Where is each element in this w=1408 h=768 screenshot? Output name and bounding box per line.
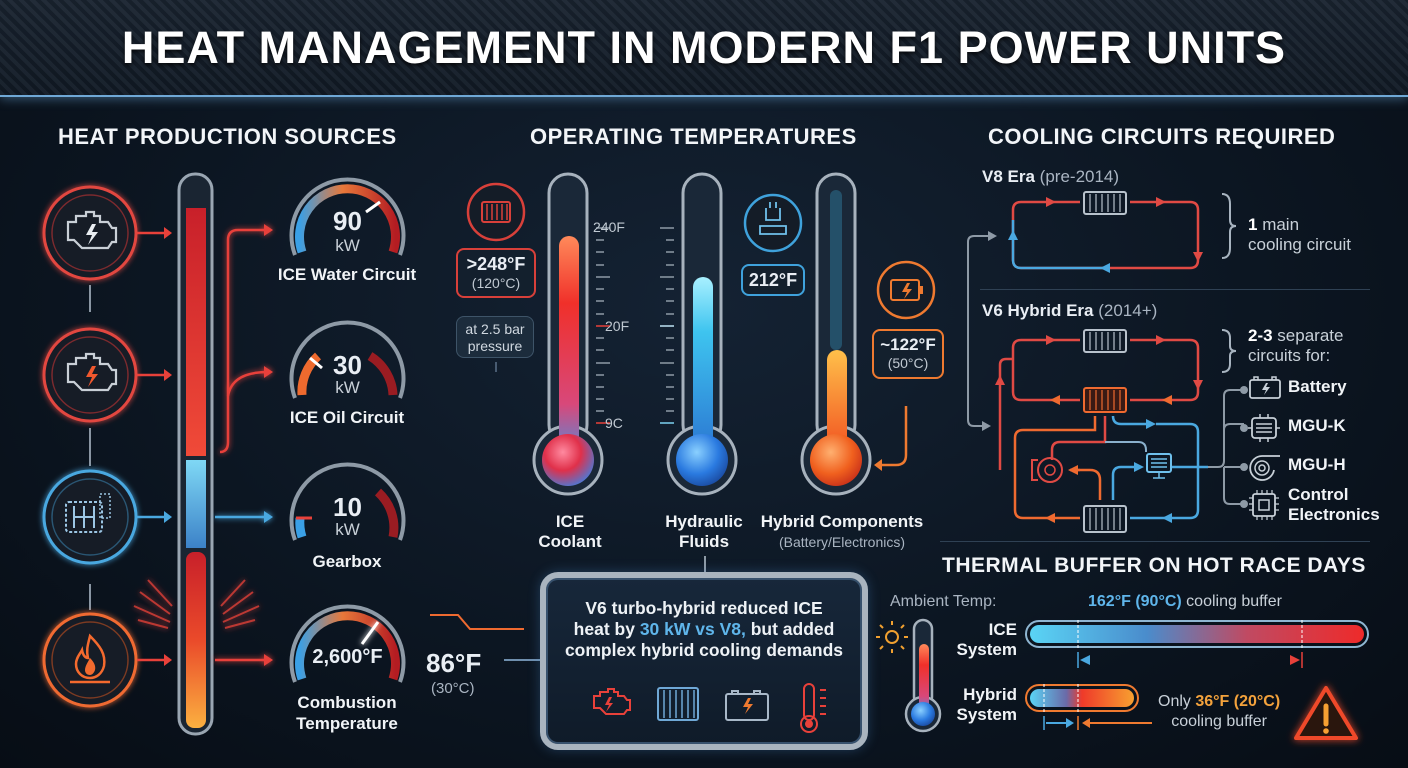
ambient-connector <box>430 614 542 661</box>
label-hydraulic: Hydraulic Fluids <box>665 512 743 551</box>
label-ice-coolant: ICE Coolant <box>538 512 602 551</box>
mgu-k-icon <box>1248 414 1280 442</box>
heat-sources-diagram <box>42 172 406 736</box>
connector-line <box>704 556 706 574</box>
section-title-cooling-circuits: COOLING CIRCUITS REQUIRED <box>988 124 1336 149</box>
cooling-circuits-diagram <box>967 191 1281 533</box>
gauge-value-ice-water: 90 <box>333 206 362 236</box>
gauge-ice-oil <box>289 320 406 399</box>
thermometer-ice-coolant <box>532 172 604 496</box>
gauge-label-gearbox: Gearbox <box>312 552 382 571</box>
ambient-temp-label: Ambient Temp: <box>890 593 997 610</box>
circuits-divider <box>980 289 1370 290</box>
gauge-label-combustion: Combustion Temperature <box>296 693 398 733</box>
engine-icon <box>42 185 138 281</box>
thermometer-hydraulic <box>666 172 738 496</box>
hybrid-buffer-label: Only 36°F (20°C) cooling buffer <box>1158 693 1281 730</box>
gauge-value-gearbox: 10 <box>333 492 362 522</box>
sun-icon <box>876 621 908 653</box>
summary-icons <box>593 683 826 733</box>
callout-pressure-note: at 2.5 bar pressure <box>456 316 534 358</box>
gauge-unit: kW <box>335 378 360 397</box>
engine-icon <box>42 327 138 423</box>
summary-infobox: V6 turbo-hybrid reduced ICE heat by 30 k… <box>540 572 868 750</box>
thermal-buffer-diagram <box>876 618 1369 740</box>
warning-icon <box>1294 686 1358 740</box>
radiator-icon <box>1083 329 1127 353</box>
ice-buffer-label: 162°F (90°C) cooling buffer <box>1088 593 1282 610</box>
battery-icon <box>725 690 769 721</box>
scale-label-mid: 20F <box>605 318 630 334</box>
battery-icon <box>876 260 936 320</box>
hybrid-system-label: Hybrid System <box>956 685 1017 724</box>
mgu-h-icon <box>1249 455 1280 481</box>
page-title: HEAT MANAGEMENT IN MODERN F1 POWER UNITS <box>121 22 1287 73</box>
turbo-icon <box>1031 457 1063 483</box>
ice-system-label: ICE System <box>956 620 1017 659</box>
v6-circuit-count: 2-3 separate circuits for: <box>1248 326 1344 365</box>
callout-ice-coolant-temp: >248°F (120°C) <box>456 248 536 298</box>
radiator-icon <box>657 687 699 721</box>
gauge-unit: kW <box>335 520 360 539</box>
ambient-temp-f: 86°F <box>426 648 482 678</box>
gauge-value-combustion: 2,600°F <box>312 646 383 668</box>
buffer-divider <box>940 541 1370 542</box>
ecu-icon <box>1146 453 1172 479</box>
ambient-temp-c: (30°C) <box>431 680 475 697</box>
legend-mgu-k: MGU-K <box>1288 416 1346 435</box>
scale-label-top: 240F <box>593 219 625 235</box>
legend-battery: Battery <box>1288 377 1347 396</box>
ambient-thermometer-icon <box>904 618 942 733</box>
chip-icon <box>1249 490 1279 520</box>
radiator-icon <box>466 182 526 242</box>
summary-text: V6 turbo-hybrid reduced ICE heat by 30 k… <box>564 598 844 660</box>
section-title-thermal-buffer: THERMAL BUFFER ON HOT RACE DAYS <box>942 554 1366 577</box>
section-title-operating-temps: OPERATING TEMPERATURES <box>530 124 857 149</box>
thermometer-hybrid <box>800 172 872 496</box>
header-banner: HEAT MANAGEMENT IN MODERN F1 POWER UNITS <box>0 0 1408 97</box>
v6-era-title: V6 Hybrid Era (2014+) <box>982 301 1158 320</box>
gauge-gearbox <box>289 462 406 541</box>
thermometer-icon <box>800 683 826 733</box>
callout-hydraulic-temp: 212°F <box>741 264 805 296</box>
radiator-icon <box>1083 191 1127 215</box>
legend-mgu-h: MGU-H <box>1288 455 1346 474</box>
engine-icon <box>593 688 631 715</box>
section-title-heat-sources: HEAT PRODUCTION SOURCES <box>58 124 397 149</box>
scale-label-bottom: 9C <box>605 415 623 431</box>
v8-circuit-count: 1 main cooling circuit <box>1248 215 1351 254</box>
heat-tube <box>177 172 214 736</box>
radiator-icon <box>1083 387 1127 413</box>
battery-icon <box>1249 376 1281 399</box>
hydraulic-pump-icon <box>743 193 803 253</box>
gauge-unit: kW <box>335 236 360 255</box>
legend-control-electronics: Control Electronics <box>1288 485 1380 524</box>
label-hybrid: Hybrid Components (Battery/Electronics) <box>760 512 924 550</box>
gauge-label-ice-oil: ICE Oil Circuit <box>289 408 405 427</box>
flame-icon <box>42 612 138 708</box>
radiator-icon <box>1083 505 1127 533</box>
gauge-ice-water <box>289 177 406 256</box>
gearbox-icon <box>42 469 138 565</box>
gauge-combustion <box>289 604 406 683</box>
callout-hybrid-temp: ~122°F (50°C) <box>872 329 944 379</box>
v8-era-title: V8 Era (pre-2014) <box>982 167 1120 186</box>
thermometers-diagram <box>466 172 936 496</box>
gauge-label-ice-water: ICE Water Circuit <box>277 265 417 284</box>
gauge-value-ice-oil: 30 <box>333 350 362 380</box>
